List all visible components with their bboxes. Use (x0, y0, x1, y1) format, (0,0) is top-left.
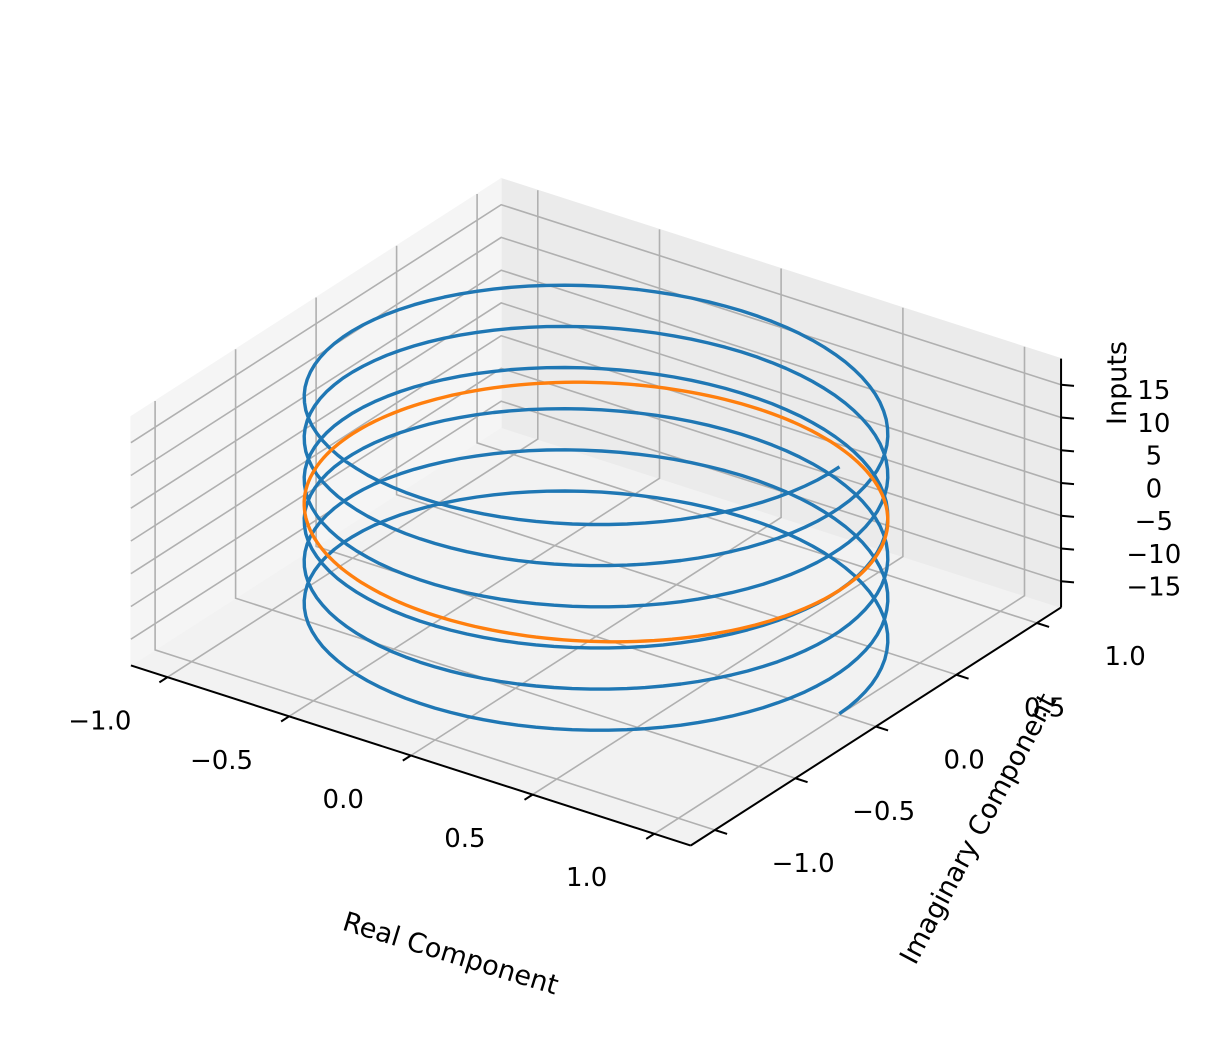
y-tick-label: 1.0 (1104, 642, 1145, 672)
grid-line-z (130, 367, 1062, 608)
series-lines (302, 283, 890, 732)
x-tick-label: 0.5 (444, 824, 485, 854)
z-tick-label: 10 (1137, 409, 1170, 439)
z-tick-label: 15 (1137, 376, 1170, 406)
z-tick-mark (1060, 416, 1075, 420)
y-tick-label: 0.0 (943, 745, 984, 775)
grid-line-y (476, 194, 1038, 624)
grid-line-x (653, 346, 1026, 835)
axis-panes (129, 177, 1063, 847)
grid-line-y (154, 401, 716, 831)
z-tick-mark (1060, 482, 1075, 486)
grid-line-x (532, 307, 904, 796)
grid-line-z (130, 302, 1062, 542)
z-tick-label: 0 (1146, 474, 1163, 504)
x-tick-mark (523, 793, 534, 801)
tick-marks (158, 383, 1075, 840)
z-tick-mark (1060, 547, 1075, 551)
x-tick-label: 0.0 (323, 785, 364, 815)
series-line-2 (302, 380, 890, 644)
z-tick-label: −15 (1126, 573, 1181, 603)
grid-lines (130, 190, 1062, 835)
y-tick-mark (956, 673, 969, 680)
grid-line-x (410, 268, 782, 757)
grid-line-z (130, 400, 1062, 640)
z-tick-mark (1060, 383, 1075, 387)
x-tick-mark (280, 715, 290, 723)
grid-line-y (234, 349, 796, 779)
grid-line-z (130, 334, 1062, 575)
grid-line-y (395, 245, 957, 676)
y-tick-label: 0.5 (1024, 694, 1065, 724)
z-tick-mark (1060, 514, 1075, 518)
tick-labels: −1.0 −0.5 0.0 0.5 1.0 −1.0 −0.5 0.0 0.5 1.0 −15−10… (68, 376, 1181, 893)
grid-line-z (130, 203, 1062, 444)
z-axis-label: Inputs (1102, 341, 1133, 425)
y-tick-mark (1036, 622, 1050, 628)
y-tick-mark (875, 725, 889, 732)
x-tick-mark (158, 676, 168, 684)
grid-line-y (315, 297, 877, 728)
x-tick-label: 1.0 (566, 863, 607, 893)
z-tick-label: 5 (1146, 442, 1163, 472)
z-tick-mark (1060, 449, 1075, 453)
x-tick-label: −0.5 (190, 746, 253, 776)
grid-line-x (167, 190, 539, 678)
z-tick-mark (1060, 580, 1075, 584)
z-tick-label: −10 (1126, 540, 1181, 570)
x-tick-label: −1.0 (68, 707, 131, 737)
grid-line-z (130, 236, 1062, 477)
x-tick-mark (645, 832, 655, 840)
x-tick-mark (402, 754, 412, 762)
grid-line-x (288, 229, 661, 717)
y-tick-label: −1.0 (772, 849, 835, 879)
y-tick-label: −0.5 (852, 797, 915, 827)
z-tick-label: −5 (1135, 507, 1173, 537)
y-tick-mark (714, 829, 728, 835)
x-axis-label: Real Component (339, 906, 562, 1001)
y-tick-mark (795, 777, 808, 784)
y-axis-label: Imaginary Component (894, 689, 1063, 970)
